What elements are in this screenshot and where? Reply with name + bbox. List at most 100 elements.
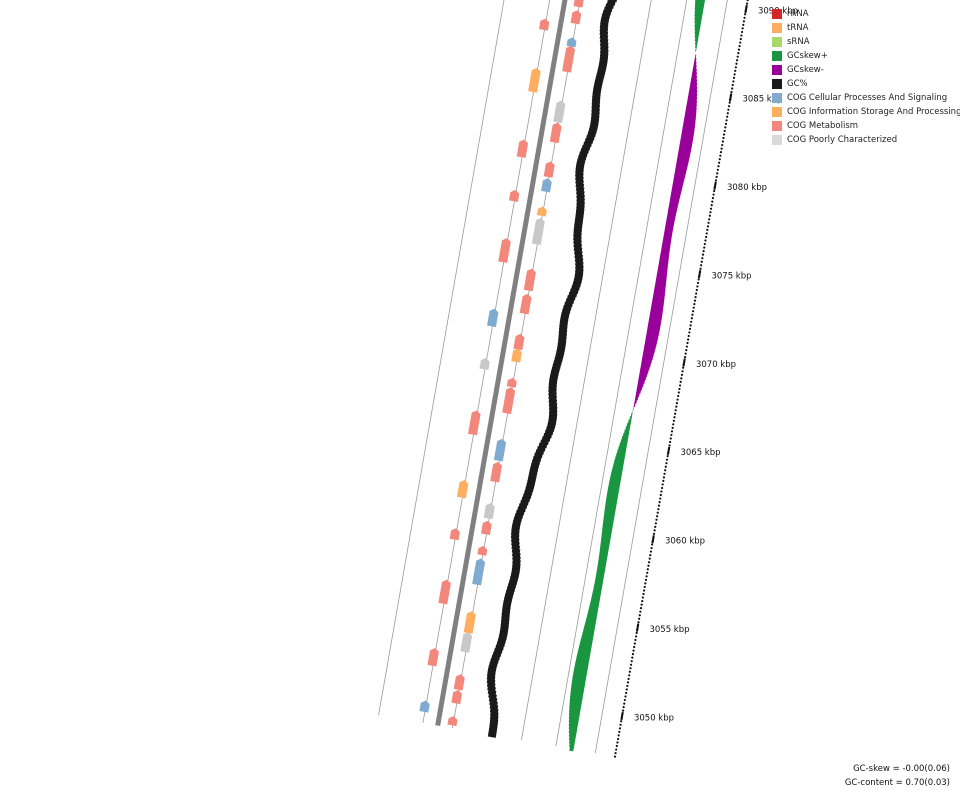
gc-content-bar: [499, 627, 509, 634]
gc-skew-pos-bar: [694, 15, 703, 21]
axis-minor-tick: [716, 172, 719, 175]
gc-skew-neg-bar: [684, 113, 697, 120]
gc-content-bar: [547, 419, 557, 426]
axis-tick-label: 3065 kbp: [680, 448, 720, 458]
axis-major-tick: [744, 4, 748, 14]
gc-content-bar: [599, 52, 609, 58]
gc-content-bar: [557, 343, 566, 349]
gc-skew-pos-bar: [585, 618, 597, 624]
gc-content-bar: [538, 442, 548, 449]
axis-minor-tick: [745, 2, 749, 5]
gc-content-bar: [521, 496, 531, 503]
gc-skew-neg-bar: [675, 164, 688, 171]
gc-content-bar: [553, 360, 562, 366]
legend-label-gc-percent: GC%: [787, 79, 808, 89]
axis-minor-tick: [671, 426, 674, 429]
axis-minor-tick: [662, 479, 665, 482]
gc-skew-pos-bar: [694, 11, 703, 18]
gc-content-bar: [514, 513, 524, 519]
gc-content-bar: [548, 380, 558, 387]
gc-skew-pos-bar: [604, 507, 616, 514]
axis-minor-tick: [646, 571, 649, 574]
gc-content-bar: [554, 356, 563, 363]
gc-skew-pos-bar: [569, 693, 584, 700]
gc-content-bar: [595, 76, 604, 82]
gc-content-bar: [591, 110, 600, 117]
axis-minor-tick: [695, 288, 698, 292]
axis-minor-tick: [683, 356, 687, 359]
axis-minor-tick: [640, 603, 643, 606]
gc-skew-neg-bar: [655, 278, 667, 285]
gene-feature-arrow: [449, 528, 460, 541]
gene-feature-arrow: [566, 37, 577, 48]
gc-skew-neg-bar: [683, 120, 696, 127]
gc-content-bar: [555, 353, 564, 359]
gc-skew-pos-bar: [576, 652, 591, 659]
gc-skew-neg-bar: [647, 323, 661, 330]
axis-minor-tick: [657, 508, 660, 511]
gc-content-bar: [558, 329, 568, 335]
gc-skew-pos-bar: [572, 676, 587, 683]
axis-minor-tick: [615, 744, 618, 748]
axis-minor-tick: [638, 617, 641, 620]
axis-minor-tick: [672, 423, 675, 426]
gc-content-bar: [500, 620, 510, 627]
gc-skew-neg-bar: [669, 199, 679, 205]
gc-content-bar: [527, 476, 537, 482]
axis-minor-tick: [684, 352, 687, 355]
gene-feature-arrow: [513, 333, 525, 351]
gc-content-bar: [558, 332, 567, 339]
axis-minor-tick: [674, 412, 677, 415]
gc-skew-neg-bar: [680, 133, 694, 141]
axis-minor-tick: [680, 373, 684, 376]
gene-feature-arrow: [479, 357, 490, 371]
axis-major-tick: [635, 623, 640, 632]
gene-feature-arrow: [472, 558, 486, 586]
axis-minor-tick: [738, 44, 741, 48]
axis-minor-tick: [669, 437, 672, 440]
axis-minor-tick: [629, 667, 632, 670]
gc-content-bar: [575, 260, 584, 267]
gc-content-bar: [576, 197, 585, 203]
gc-skew-neg-bar: [688, 88, 698, 95]
gc-skew-pos-bar: [694, 29, 700, 35]
gc-content-bar: [577, 154, 587, 161]
gc-content-bar: [559, 318, 569, 325]
gc-skew-pos-bar: [611, 469, 623, 476]
gc-skew-neg-bar: [682, 126, 695, 134]
gc-skew-pos-bar: [603, 511, 616, 518]
axis-tick-label: 3060 kbp: [665, 537, 705, 547]
gc-content-bar: [488, 728, 497, 735]
gc-content-bar: [511, 569, 520, 575]
gc-skew-neg-bar: [688, 92, 698, 99]
gc-content-bar: [487, 686, 496, 692]
gene-feature-arrow: [511, 348, 522, 363]
gc-content-bar: [599, 30, 609, 37]
gc-content-bar: [486, 671, 496, 678]
gene-feature-arrow: [463, 611, 476, 634]
axis-minor-tick: [710, 204, 713, 207]
gc-skew-pos-bar: [572, 672, 587, 680]
gc-skew-pos-bar: [616, 449, 626, 456]
gene-feature-arrow: [531, 218, 545, 245]
legend-item-gcskew-pos: GCskew+: [772, 49, 958, 63]
axis-minor-tick: [650, 546, 653, 550]
gc-skew-pos-bar: [600, 538, 611, 545]
gc-skew-neg-bar: [637, 381, 644, 388]
gc-skew-neg-bar: [678, 147, 692, 154]
axis-minor-tick: [633, 645, 636, 649]
gc-content-bar: [496, 641, 506, 647]
gc-skew-pos-bar: [598, 552, 608, 559]
gc-skew-pos-bar: [625, 426, 631, 431]
gc-skew-pos-bar: [571, 682, 585, 690]
axis-minor-tick: [699, 267, 702, 270]
gc-skew-pos-bar: [570, 686, 585, 693]
track-guide-line: [520, 0, 652, 741]
gc-content-bar: [597, 65, 607, 72]
gc-skew-neg-bar: [689, 85, 698, 91]
gc-skew-neg-bar: [659, 254, 670, 261]
axis-minor-tick: [654, 525, 657, 528]
gc-skew-neg-bar: [644, 340, 657, 347]
axis-minor-tick: [713, 189, 716, 193]
gc-skew-neg-bar: [677, 154, 690, 161]
